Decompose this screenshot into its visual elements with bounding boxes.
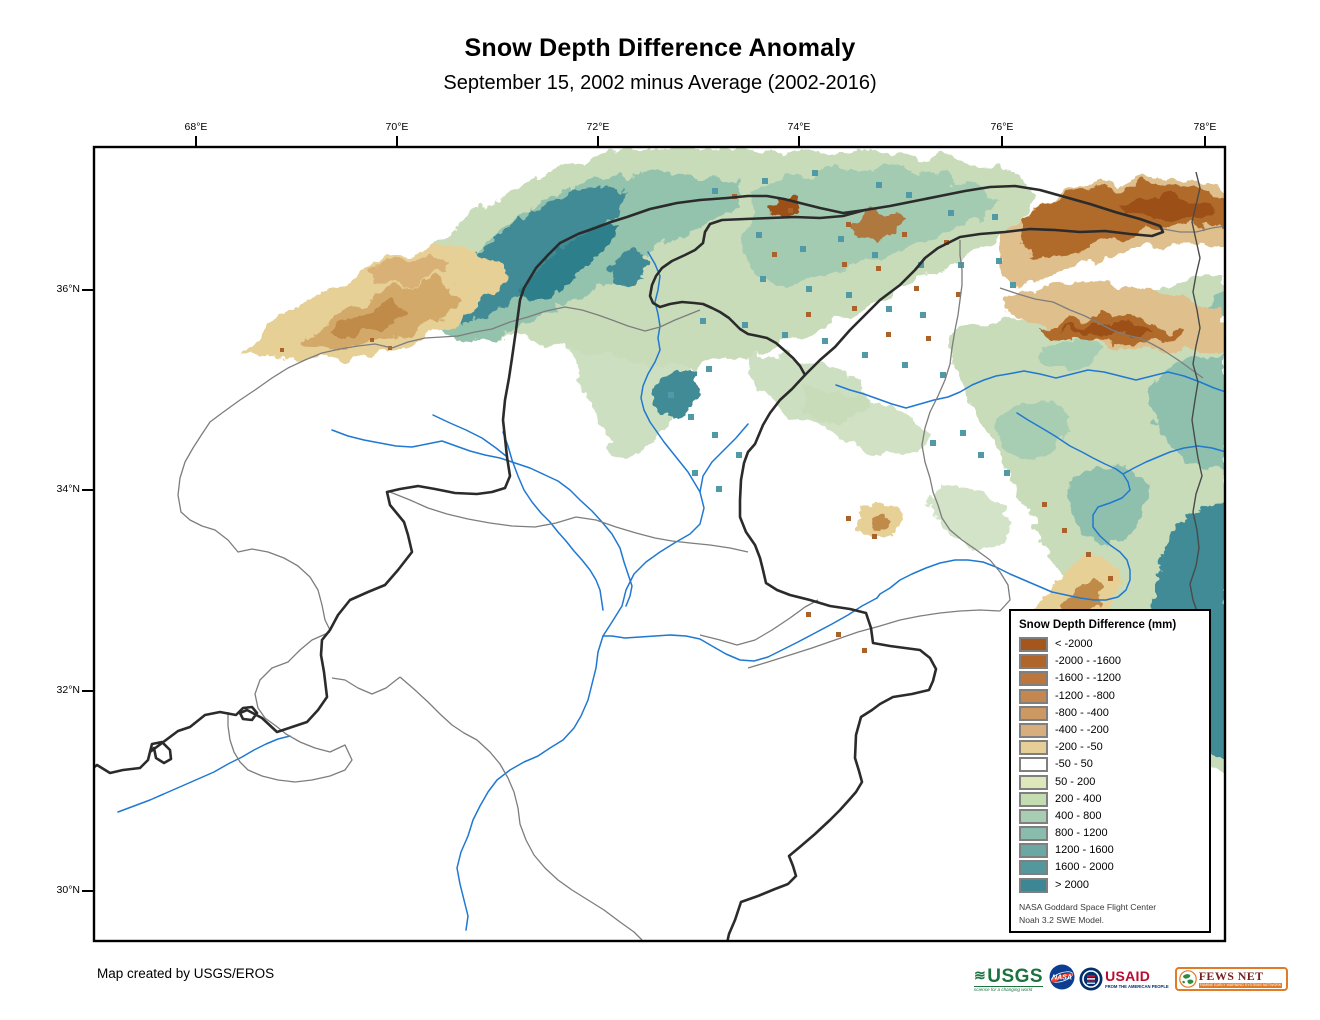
legend-row: < -2000 xyxy=(1019,637,1203,652)
legend-row: -50 - 50 xyxy=(1019,757,1203,773)
legend-row: 1200 - 1600 xyxy=(1019,843,1203,859)
legend-swatch xyxy=(1019,757,1048,773)
legend-swatch xyxy=(1019,705,1048,721)
river-west-tributary xyxy=(331,429,633,607)
usgs-logo: ≋USGS science for a changing world xyxy=(974,965,1044,992)
usaid-tagline: FROM THE AMERICAN PEOPLE xyxy=(1105,983,1169,989)
y-tick-label: 34°N xyxy=(56,483,80,495)
legend-label: 400 - 800 xyxy=(1055,809,1102,822)
legend-row: 800 - 1200 xyxy=(1019,826,1203,842)
legend-row: -1600 - -1200 xyxy=(1019,671,1203,687)
river-nw-short xyxy=(432,414,507,457)
legend-row: 50 - 200 xyxy=(1019,774,1203,790)
svg-text:NASA: NASA xyxy=(1052,974,1072,981)
legend-swatch xyxy=(1019,774,1048,790)
x-tick-label: 72°E xyxy=(586,121,610,133)
legend-swatch xyxy=(1019,637,1048,652)
usaid-logo: USAID FROM THE AMERICAN PEOPLE xyxy=(1079,967,1169,991)
legend-swatch xyxy=(1019,688,1048,704)
legend-label: -200 - -50 xyxy=(1055,741,1103,754)
legend-row: -800 - -400 xyxy=(1019,705,1203,721)
nasa-logo: NASA xyxy=(1049,964,1075,995)
map-credit: Map created by USGS/EROS xyxy=(97,966,275,981)
legend-label: 1200 - 1600 xyxy=(1055,844,1114,857)
fewsnet-logo: FEWS NET FAMINE EARLY WARNING SYSTEMS NE… xyxy=(1174,967,1289,991)
legend-row: -1200 - -800 xyxy=(1019,688,1203,704)
legend-row: -200 - -50 xyxy=(1019,740,1203,756)
legend-swatch xyxy=(1019,740,1048,756)
x-tick-label: 78°E xyxy=(1193,121,1217,133)
river-main-indus xyxy=(456,423,749,931)
usgs-tagline: science for a changing world xyxy=(974,985,1044,992)
basin-boundary xyxy=(94,184,1165,941)
legend-swatch xyxy=(1019,671,1048,687)
x-tick-label: 70°E xyxy=(385,121,409,133)
usaid-seal-icon xyxy=(1079,967,1103,991)
usaid-wordmark: USAID xyxy=(1105,967,1151,984)
terrain-northeast-brown xyxy=(848,178,1225,352)
legend-label: -1200 - -800 xyxy=(1055,689,1115,702)
legend-row: > 2000 xyxy=(1019,877,1203,893)
legend-label: 50 - 200 xyxy=(1055,775,1096,788)
legend-swatch xyxy=(1019,791,1048,807)
legend-label: -1600 - -1200 xyxy=(1055,672,1122,685)
x-tick-label: 76°E xyxy=(990,121,1014,133)
y-tick-label: 36°N xyxy=(56,283,80,295)
legend-label: 800 - 1200 xyxy=(1055,827,1108,840)
legend-title: Snow Depth Difference (mm) xyxy=(1019,619,1177,631)
x-tick-label: 68°E xyxy=(184,121,208,133)
rivers xyxy=(117,251,1225,931)
legend-row: 1600 - 2000 xyxy=(1019,860,1203,876)
legend-swatch xyxy=(1019,722,1048,738)
page-subtitle: September 15, 2002 minus Average (2002-2… xyxy=(443,72,877,94)
legend-label: -50 - 50 xyxy=(1055,758,1093,771)
legend-row: -2000 - -1600 xyxy=(1019,654,1203,670)
river-southwest xyxy=(117,735,291,813)
y-tick-label: 30°N xyxy=(56,884,80,896)
legend-label: -2000 - -1600 xyxy=(1055,655,1122,668)
legend-swatch xyxy=(1019,826,1048,842)
page-title: Snow Depth Difference Anomaly xyxy=(464,34,856,62)
legend-swatch xyxy=(1019,808,1048,824)
logo-strip: ≋USGS science for a changing world NASA … xyxy=(974,962,1289,996)
legend-label: 1600 - 2000 xyxy=(1055,861,1114,874)
legend-row: 200 - 400 xyxy=(1019,791,1203,807)
legend-swatch xyxy=(1019,843,1048,859)
legend-row: -400 - -200 xyxy=(1019,722,1203,738)
legend-swatch xyxy=(1019,877,1048,893)
river-chenab xyxy=(876,412,1131,601)
river-right-tributary xyxy=(1122,445,1225,475)
legend-label: > 2000 xyxy=(1055,878,1089,891)
nasa-meatball-icon: NASA xyxy=(1049,964,1075,989)
river-ne-crossing xyxy=(835,369,1225,409)
terrain-northwest-tan xyxy=(242,246,505,358)
legend-note: NASA Goddard Space Flight Center Noah 3.… xyxy=(1019,901,1157,925)
legend-swatch xyxy=(1019,860,1048,876)
x-tick-label: 74°E xyxy=(787,121,811,133)
usgs-wordmark: ≋USGS xyxy=(974,965,1044,987)
legend-label: -400 - -200 xyxy=(1055,723,1109,736)
y-tick-label: 32°N xyxy=(56,684,80,696)
fewsnet-wordmark: FEWS NET xyxy=(1198,969,1264,983)
terrain-pixel-squares xyxy=(280,170,1113,653)
fewsnet-globe-icon xyxy=(1178,970,1197,988)
legend-label: < -2000 xyxy=(1055,638,1093,650)
legend: Snow Depth Difference (mm) < -2000 -2000… xyxy=(1009,609,1211,933)
map-frame xyxy=(92,145,1227,943)
subbasin-boundaries xyxy=(177,225,1225,941)
river-swat xyxy=(640,251,701,493)
legend-row: 400 - 800 xyxy=(1019,808,1203,824)
fewsnet-tagline: FAMINE EARLY WARNING SYSTEMS NETWORK xyxy=(1198,983,1283,988)
legend-label: 200 - 400 xyxy=(1055,792,1102,805)
river-jhelum xyxy=(602,597,878,662)
axis-ticks xyxy=(82,136,1206,892)
river-north-tributary xyxy=(502,431,604,611)
legend-swatch xyxy=(1019,654,1048,670)
legend-label: -800 - -400 xyxy=(1055,706,1109,719)
usgs-wave-icon: ≋ xyxy=(974,966,987,983)
